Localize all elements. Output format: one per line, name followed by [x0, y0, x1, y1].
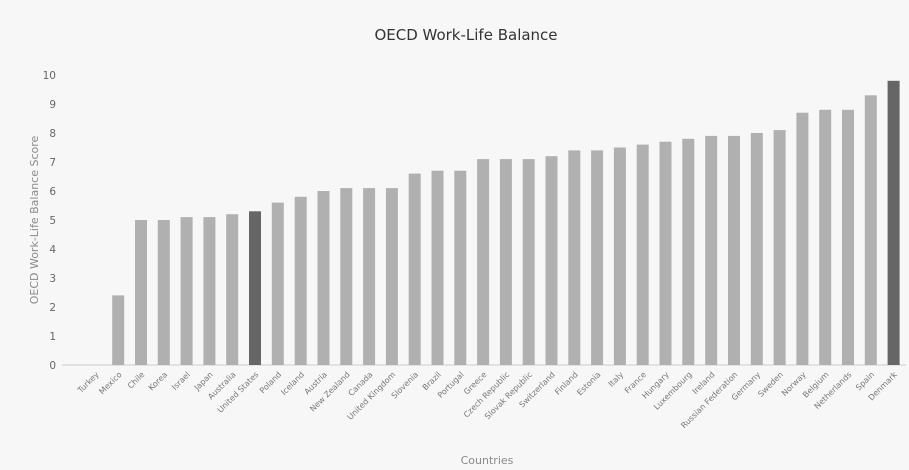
bar	[363, 188, 376, 365]
x-tick-label: Korea	[147, 370, 169, 392]
y-tick-label: 0	[49, 360, 56, 372]
bar	[568, 150, 581, 365]
bars-group	[112, 80, 900, 366]
bar	[271, 202, 284, 365]
bar	[522, 159, 535, 365]
bar	[408, 173, 421, 365]
y-tick-label: 4	[49, 244, 56, 256]
y-tick-label: 3	[49, 273, 56, 285]
bar	[773, 130, 786, 365]
y-axis-title: OECD Work-Life Balance Score	[28, 135, 41, 304]
bar	[545, 156, 558, 365]
bar	[135, 220, 147, 365]
x-tick-label: Estonia	[575, 370, 602, 397]
x-axis-title: Countries	[461, 454, 514, 467]
bar	[180, 217, 193, 365]
y-tick-label: 1	[49, 331, 56, 343]
bar	[819, 109, 832, 365]
x-tick-label: United States	[216, 370, 261, 415]
bar	[499, 159, 512, 365]
bar	[317, 191, 330, 365]
highlighted-bar	[887, 80, 900, 366]
bar	[613, 147, 626, 365]
y-tick-label: 5	[49, 215, 56, 227]
y-tick-label: 8	[49, 128, 56, 140]
bar	[682, 138, 695, 365]
bar	[591, 150, 604, 365]
bar	[864, 95, 877, 366]
y-axis-ticks: 0 1 2 3 4 5 6 7 8 9 10	[43, 70, 57, 372]
bar	[750, 133, 763, 365]
x-tick-label: Italy	[607, 370, 626, 389]
bar	[294, 196, 307, 365]
x-tick-label: Iceland	[279, 370, 306, 397]
y-tick-label: 7	[49, 157, 56, 169]
bar	[796, 112, 809, 365]
bar	[659, 141, 672, 365]
x-tick-label: Israel	[170, 370, 192, 392]
bar	[340, 188, 353, 365]
y-tick-label: 2	[49, 302, 56, 314]
bar	[454, 170, 467, 365]
chart-title: OECD Work-Life Balance	[374, 26, 557, 44]
bar	[157, 220, 170, 365]
bar	[842, 109, 854, 365]
bar	[385, 188, 398, 365]
y-tick-label: 10	[43, 70, 56, 82]
highlighted-bar	[249, 211, 261, 365]
bar	[728, 135, 740, 365]
bar	[477, 159, 490, 365]
bar	[431, 170, 444, 365]
bar	[636, 144, 649, 365]
x-tick-label: Chile	[126, 370, 147, 391]
x-tick-label: Mexico	[97, 370, 123, 396]
x-tick-label: Sweden	[756, 370, 785, 399]
x-tick-label: Turkey	[75, 370, 101, 396]
bar	[112, 295, 125, 365]
bar	[203, 217, 216, 365]
y-tick-label: 6	[49, 186, 56, 198]
bar	[226, 214, 239, 365]
y-tick-label: 9	[49, 99, 56, 111]
bar	[705, 135, 718, 365]
